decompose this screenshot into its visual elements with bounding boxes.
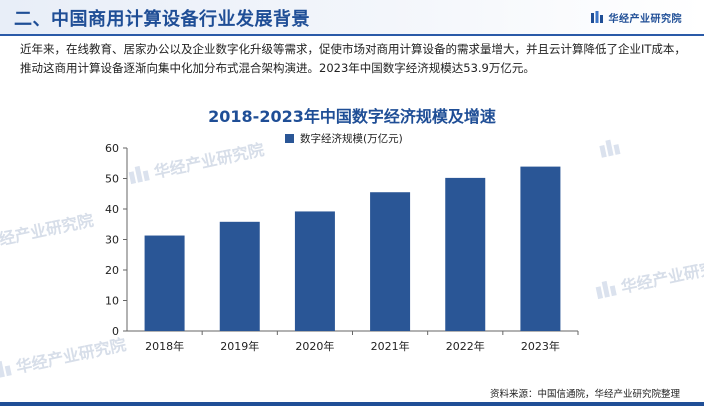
bar (370, 192, 411, 331)
page-title: 二、中国商用计算设备行业发展背景 (14, 9, 310, 30)
header-divider (0, 34, 704, 36)
y-tick-label: 40 (105, 203, 119, 216)
y-tick-label: 10 (105, 295, 119, 308)
bar (445, 177, 486, 331)
bar (294, 211, 335, 331)
y-tick-label: 60 (105, 142, 119, 155)
bar (219, 221, 260, 331)
header-bar (0, 0, 704, 34)
bar (144, 235, 185, 331)
chart-title: 2018-2023年中国数字经济规模及增速 (208, 107, 496, 126)
footer-bar (0, 402, 704, 406)
x-tick-label: 2019年 (220, 339, 259, 353)
bar (520, 166, 561, 331)
brand-name: 华经产业研究院 (608, 13, 682, 25)
x-tick-label: 2022年 (446, 339, 485, 353)
y-tick-label: 0 (112, 325, 119, 338)
brand: 华经产业研究院 (590, 10, 683, 25)
brand-logo-icon (590, 11, 603, 23)
x-tick-label: 2020年 (295, 339, 334, 353)
y-tick-label: 20 (105, 264, 119, 277)
intro-paragraph: 近年来，在线教育、居家办公以及企业数字化升级等需求，促使市场对商用计算设备的需求… (20, 42, 686, 75)
legend-swatch (285, 134, 294, 143)
x-tick-label: 2023年 (521, 339, 560, 353)
y-tick-label: 30 (105, 234, 119, 247)
chart-legend: 数字经济规模(万亿元) (285, 131, 403, 146)
legend-label: 数字经济规模(万亿元) (300, 133, 403, 145)
y-tick-label: 50 (105, 173, 119, 186)
x-tick-label: 2018年 (145, 339, 184, 353)
source-note: 资料来源：中国信通院，华经产业研究院整理 (489, 389, 680, 400)
x-tick-label: 2021年 (371, 339, 410, 353)
